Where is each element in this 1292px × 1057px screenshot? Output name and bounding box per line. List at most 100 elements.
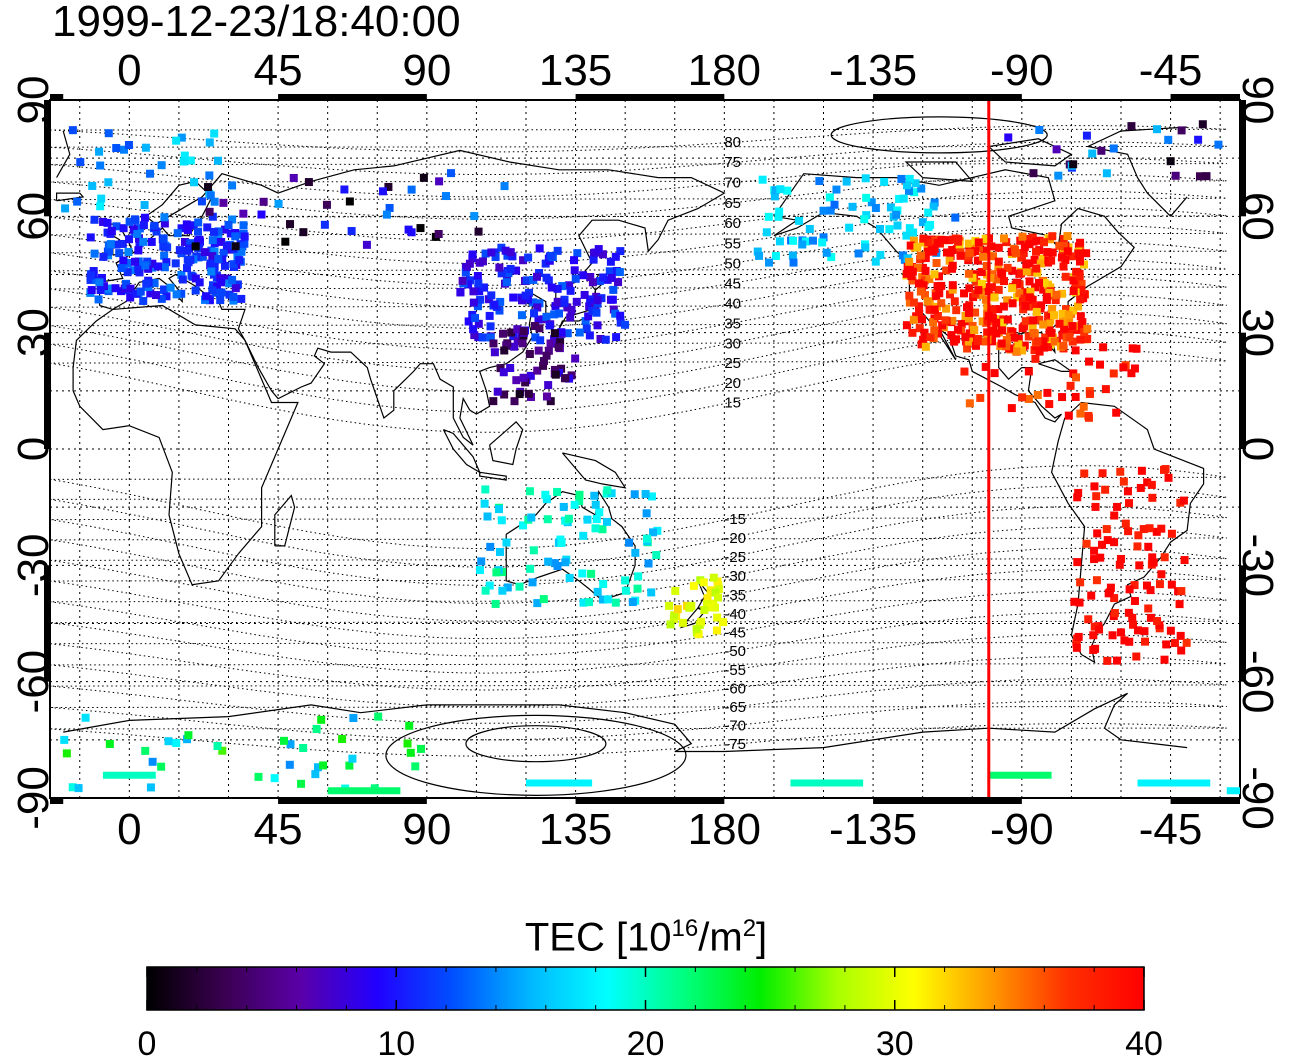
- tec-cell: [1039, 337, 1048, 346]
- tec-cell: [977, 279, 986, 288]
- tec-cell: [417, 744, 426, 753]
- tec-cell: [226, 229, 235, 238]
- tec-cell: [223, 274, 232, 283]
- tec-cell: [1198, 120, 1207, 129]
- tec-cell: [404, 225, 413, 234]
- tec-cell: [153, 262, 162, 271]
- mag-contour: [50, 125, 1227, 153]
- tec-cell: [382, 210, 391, 219]
- tec-cell: [947, 331, 956, 340]
- tec-cell: [964, 269, 973, 278]
- magnetic-latitude-labels: 80 75 70 65 60 55 50 45 40 35 30 25 20 15 -15 -20 -25 -30…: [724, 134, 746, 753]
- tec-band: [1226, 787, 1240, 795]
- tec-cell: [1008, 266, 1017, 275]
- plot-timestamp-title: 1999-12-23/18:40:00: [52, 0, 461, 46]
- tec-cell: [506, 264, 515, 273]
- mag-lat-label: -50: [724, 643, 746, 660]
- tec-cell: [560, 298, 569, 307]
- tec-cell: [591, 524, 600, 533]
- tec-cell: [1061, 272, 1070, 281]
- tec-cell: [575, 490, 584, 499]
- tec-cell: [1176, 631, 1185, 640]
- tec-cell: [202, 292, 211, 301]
- tec-cell: [220, 261, 229, 270]
- tec-cell: [903, 181, 912, 190]
- tec-cell: [692, 625, 701, 634]
- tec-cell: [531, 333, 540, 342]
- tec-cell: [222, 241, 231, 250]
- tec-cell: [992, 318, 1001, 327]
- tec-cell: [1124, 527, 1133, 536]
- tec-cell: [527, 513, 536, 522]
- tec-cell: [994, 243, 1003, 252]
- tec-cell: [97, 194, 106, 203]
- tec-cell: [770, 192, 779, 201]
- tec-cell: [534, 346, 543, 355]
- tec-cell: [1092, 492, 1101, 501]
- tec-cell: [474, 227, 483, 236]
- tec-cell: [1073, 493, 1082, 502]
- tec-cell: [960, 289, 969, 298]
- tec-cell: [172, 739, 181, 748]
- tec-cell: [832, 185, 841, 194]
- tec-cell: [678, 618, 687, 627]
- tec-cell: [435, 177, 444, 186]
- tec-cell: [994, 257, 1003, 266]
- tec-cell: [498, 586, 507, 595]
- tec-cell: [719, 618, 728, 627]
- tec-cell: [1160, 655, 1169, 664]
- tec-cell: [205, 296, 214, 305]
- tec-cell: [97, 273, 106, 282]
- tec-cell: [585, 598, 594, 607]
- tec-cell: [920, 276, 929, 285]
- tec-cell: [825, 193, 834, 202]
- tec-cell: [502, 538, 511, 547]
- tec-cell: [700, 606, 709, 615]
- tec-cell: [1043, 248, 1052, 257]
- tec-cell: [87, 271, 96, 280]
- tec-cell: [914, 302, 923, 311]
- tec-cell: [973, 256, 982, 265]
- tec-cell: [998, 269, 1007, 278]
- tec-cell: [987, 333, 996, 342]
- tec-cell: [916, 287, 925, 296]
- frame-bar-right: [1240, 100, 1246, 217]
- tec-cell: [565, 573, 574, 582]
- tec-cell: [929, 202, 938, 211]
- tec-cell: [1091, 502, 1100, 511]
- tec-cell: [586, 298, 595, 307]
- tec-cell: [788, 251, 797, 260]
- tec-cell: [518, 339, 527, 348]
- tec-cell: [1095, 625, 1104, 634]
- tec-cell: [753, 247, 762, 256]
- lon-tick-label-top: -90: [990, 46, 1054, 95]
- coastline: [505, 490, 636, 601]
- mag-lat-label: -40: [724, 606, 746, 623]
- frame-bar-right: [1240, 565, 1246, 682]
- tec-cell: [606, 257, 615, 266]
- tec-cell: [160, 213, 169, 222]
- tec-cell: [559, 502, 568, 511]
- tec-cell: [1018, 232, 1027, 241]
- tec-cell: [214, 156, 223, 165]
- tec-cell: [547, 283, 556, 292]
- tec-cell: [599, 595, 608, 604]
- tec-cell: [1076, 409, 1085, 418]
- tec-cell: [553, 284, 562, 293]
- tec-cell: [473, 271, 482, 280]
- tec-cell: [921, 254, 930, 263]
- tec-cell: [776, 185, 785, 194]
- tec-cell: [630, 490, 639, 499]
- tec-cell: [909, 228, 918, 237]
- tec-cell: [1018, 346, 1027, 355]
- tec-cell: [531, 322, 540, 331]
- tec-cell: [286, 220, 295, 229]
- tec-cell: [1101, 485, 1110, 494]
- tec-cell: [616, 247, 625, 256]
- tec-cell: [519, 373, 528, 382]
- coastline: [274, 494, 296, 547]
- tec-cell: [1029, 169, 1038, 178]
- tec-cell: [1077, 279, 1086, 288]
- mag-lat-label: -15: [724, 511, 746, 528]
- tec-cell: [1058, 393, 1067, 402]
